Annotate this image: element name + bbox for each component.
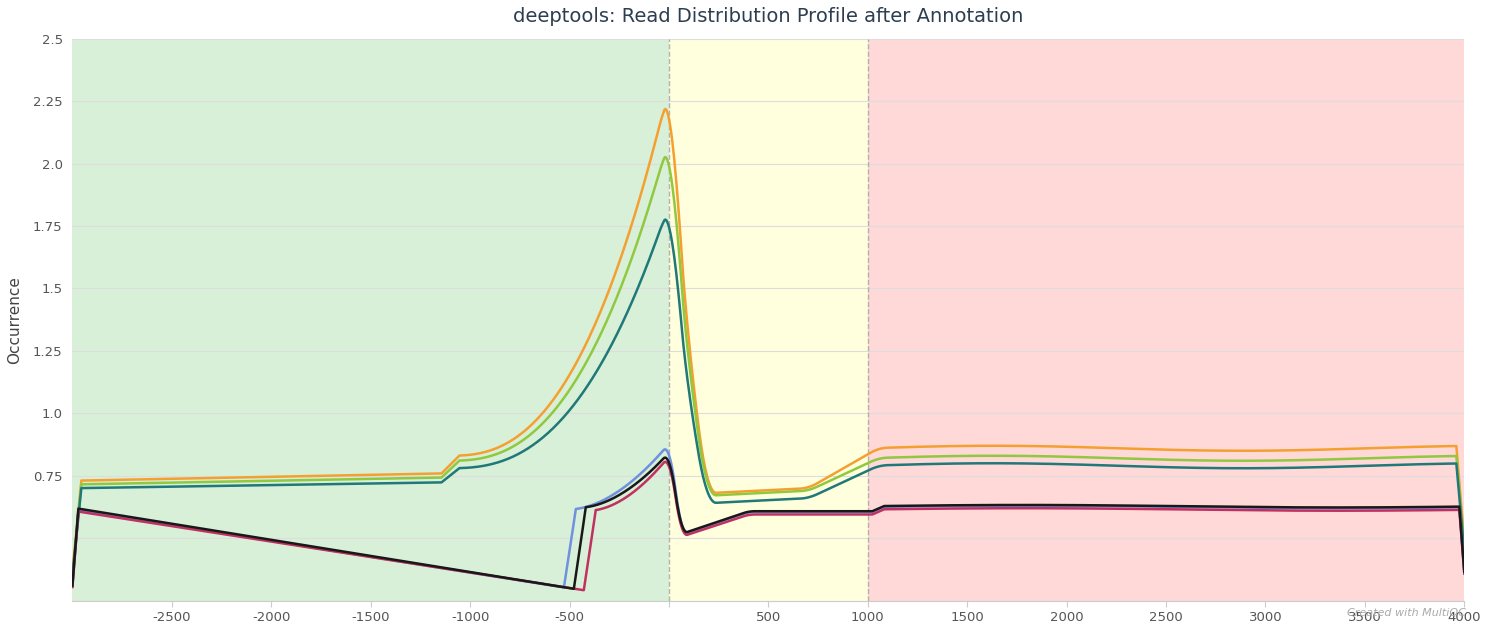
Bar bbox=[670, 38, 868, 601]
Text: Created with MultiQC: Created with MultiQC bbox=[1347, 608, 1466, 618]
Title: deeptools: Read Distribution Profile after Annotation: deeptools: Read Distribution Profile aft… bbox=[513, 7, 1024, 26]
Bar bbox=[73, 38, 670, 601]
Bar bbox=[868, 38, 1464, 601]
Y-axis label: Occurrence: Occurrence bbox=[7, 276, 22, 363]
